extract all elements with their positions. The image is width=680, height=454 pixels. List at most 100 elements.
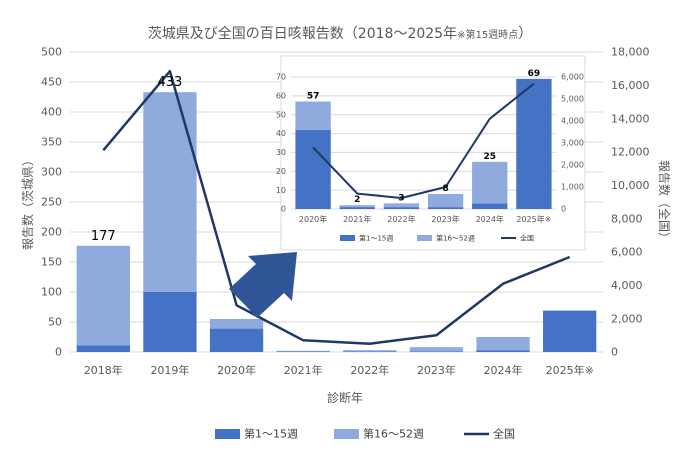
main-data-labels: 177 433 <box>91 75 182 244</box>
main-x-axis: 2018年 2019年 2020年 2021年 2022年 2023年 2024年 2025年… <box>84 363 594 377</box>
y-tick-label: 500 <box>41 46 62 59</box>
y-tick-label: 50 <box>276 110 286 119</box>
y-tick-label: 350 <box>41 136 62 149</box>
data-label: 433 <box>158 75 183 90</box>
bar-weeks-1-15 <box>427 207 464 209</box>
x-tick-label: 2024年 <box>484 363 523 377</box>
y-tick-label: 450 <box>41 76 62 89</box>
y-tick-label: 30 <box>276 148 286 157</box>
x-tick-label: 2020年 <box>217 363 256 377</box>
data-label: 57 <box>307 92 320 102</box>
x-tick-label: 2019年 <box>150 363 189 377</box>
bar-weeks-16-52 <box>383 203 420 208</box>
bar-weeks-16-52 <box>295 101 331 130</box>
inset-data-labels: 57 2 3 8 25 69 <box>307 69 540 205</box>
x-tick-label: 2018年 <box>84 363 123 377</box>
bar-weeks-1-15 <box>543 310 597 352</box>
bar-weeks-1-15 <box>472 203 508 209</box>
x-tick-label: 2025年※ <box>546 363 594 377</box>
x-tick-label: 2025年※ <box>516 214 551 224</box>
y-tick-label: 0 <box>55 346 62 359</box>
y2-tick-label: 18,000 <box>611 46 650 59</box>
national-line <box>102 69 571 345</box>
x-tick-label: 2024年 <box>476 214 504 224</box>
inset-legend: 第1〜15週 第16〜52週 全国 <box>340 233 534 242</box>
y-tick-label: 0 <box>281 205 286 214</box>
y-tick-label: 100 <box>41 286 62 299</box>
bar-weeks-16-52 <box>276 350 330 352</box>
data-label: 69 <box>528 69 541 79</box>
y2-tick-label: 0 <box>561 205 566 214</box>
y2-tick-label: 10,000 <box>611 179 650 192</box>
bar-weeks-1-15 <box>276 351 330 352</box>
y-tick-label: 300 <box>41 166 62 179</box>
y2-tick-label: 6,000 <box>561 73 584 82</box>
main-bars <box>76 92 597 352</box>
y-tick-label: 40 <box>276 129 286 138</box>
y2-tick-label: 6,000 <box>611 246 643 259</box>
x-tick-label: 2023年 <box>417 363 456 377</box>
bar-weeks-16-52 <box>143 92 197 292</box>
national-line <box>312 82 535 199</box>
x-tick-label: 2021年 <box>343 214 371 224</box>
bar-weeks-1-15 <box>209 328 264 352</box>
data-label: 177 <box>91 229 116 244</box>
inset-right-axis: 0 1,000 2,000 3,000 4,000 5,000 6,000 <box>561 73 584 214</box>
y2-tick-label: 2,000 <box>611 312 643 325</box>
data-label: 2 <box>354 195 360 205</box>
x-tick-label: 2021年 <box>284 363 323 377</box>
bar-weeks-16-52 <box>476 337 530 351</box>
legend-swatch <box>417 235 432 241</box>
y-tick-label: 50 <box>48 316 62 329</box>
bar-weeks-16-52 <box>209 319 264 329</box>
bar-weeks-16-52 <box>339 205 375 208</box>
bar-weeks-1-15 <box>143 292 197 352</box>
left-axis-label: 報告数（茨城県） <box>20 154 35 250</box>
data-label: 25 <box>483 152 496 162</box>
x-axis-label: 診断年 <box>327 390 363 405</box>
legend-label: 全国 <box>520 233 534 242</box>
bar-weeks-16-52 <box>76 245 130 346</box>
y2-tick-label: 4,000 <box>611 279 643 292</box>
y2-tick-label: 1,000 <box>561 183 584 192</box>
inset-bars <box>295 78 552 209</box>
legend-label: 第16〜52週 <box>363 427 424 441</box>
legend-swatch <box>334 429 359 439</box>
inset-national-line <box>312 82 535 199</box>
bar-weeks-1-15 <box>476 350 530 352</box>
y2-tick-label: 12,000 <box>611 146 650 159</box>
x-tick-label: 2022年 <box>387 214 415 224</box>
bar-weeks-1-15 <box>295 129 331 209</box>
arrow-icon <box>229 252 297 318</box>
x-tick-label: 2023年 <box>431 214 459 224</box>
y-tick-label: 250 <box>41 196 62 209</box>
legend-swatch <box>340 235 355 241</box>
bar-weeks-16-52 <box>427 193 464 208</box>
y2-tick-label: 4,000 <box>561 117 584 126</box>
legend-label: 第1〜15週 <box>244 427 298 441</box>
main-right-axis: 0 2,000 4,000 6,000 8,000 10,000 12,000 14,000 1… <box>611 46 650 359</box>
y-tick-label: 150 <box>41 256 62 269</box>
bar-weeks-16-52 <box>409 347 464 352</box>
title-note: ※第15週時点 <box>457 28 518 41</box>
y2-tick-label: 8,000 <box>611 212 643 225</box>
y-tick-label: 60 <box>276 92 286 101</box>
y2-tick-label: 2,000 <box>561 161 584 170</box>
title-close: ） <box>518 26 532 42</box>
y-tick-label: 70 <box>276 73 286 82</box>
bar-weeks-1-15 <box>339 207 375 209</box>
y2-tick-label: 5,000 <box>561 95 584 104</box>
x-tick-label: 2020年 <box>299 214 327 224</box>
main-left-axis: 0 50 100 150 200 250 300 350 400 450 500 <box>41 46 62 359</box>
chart-title: 茨城県及び全国の百日咳報告数（2018〜2025年※第15週時点） <box>148 25 532 42</box>
y2-tick-label: 16,000 <box>611 79 650 92</box>
y2-tick-label: 0 <box>611 346 618 359</box>
y2-tick-label: 3,000 <box>561 139 584 148</box>
bar-weeks-16-52 <box>472 161 508 204</box>
bar-weeks-1-15 <box>76 345 130 352</box>
y2-tick-label: 14,000 <box>611 112 650 125</box>
main-national-line <box>102 69 571 345</box>
x-tick-label: 2022年 <box>350 363 389 377</box>
bar-weeks-1-15 <box>409 351 464 352</box>
data-label: 8 <box>442 184 448 194</box>
